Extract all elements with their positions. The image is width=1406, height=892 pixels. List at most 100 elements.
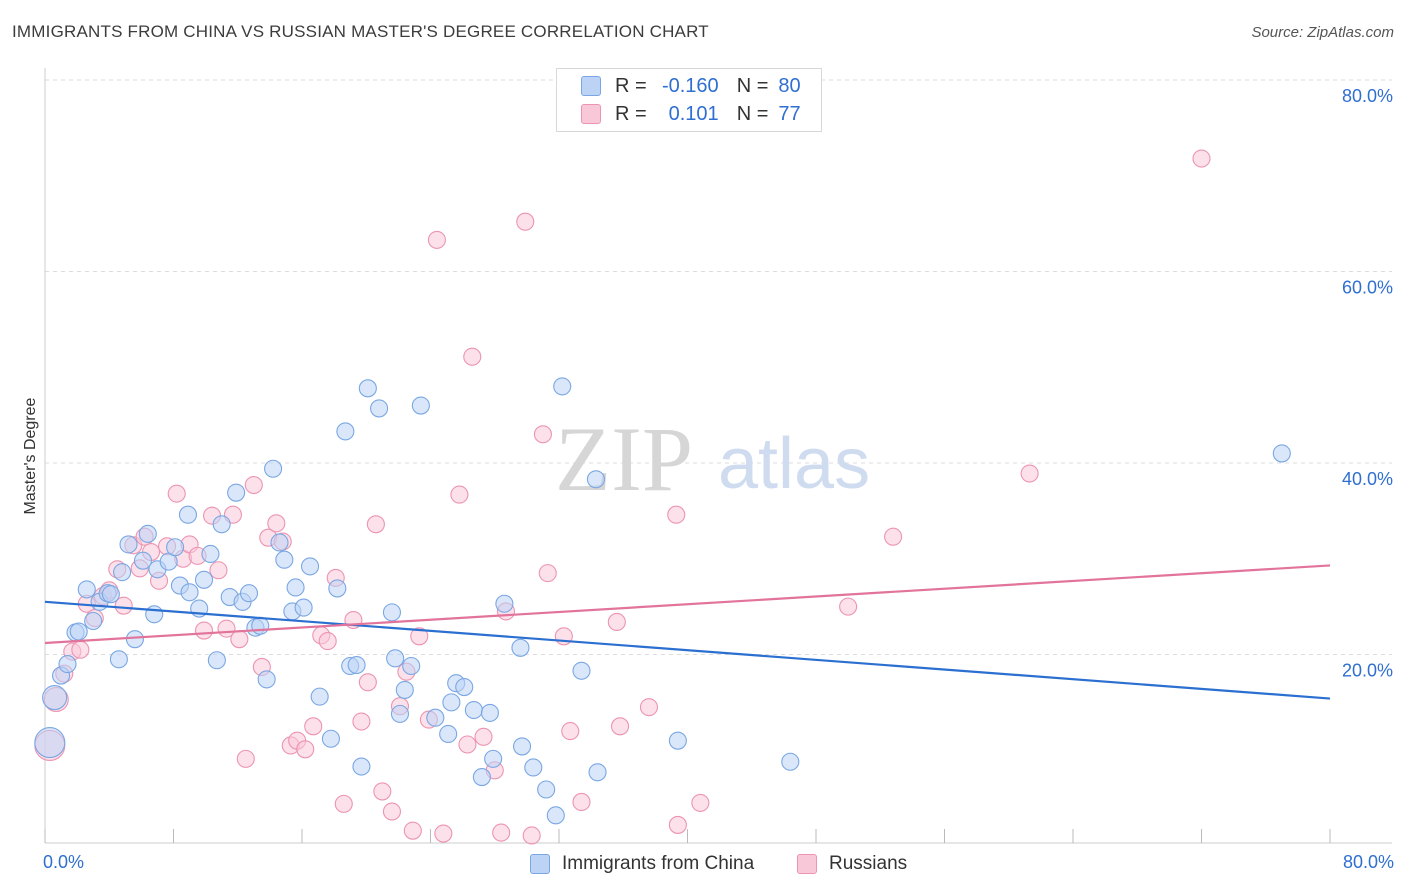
r-label: R = bbox=[615, 102, 647, 125]
china-point bbox=[101, 585, 120, 604]
russians-point bbox=[434, 824, 453, 843]
china-point bbox=[386, 649, 405, 668]
china-point bbox=[358, 379, 377, 398]
russians-swatch bbox=[581, 104, 601, 124]
china-point bbox=[484, 749, 503, 768]
russians-point bbox=[427, 230, 446, 249]
china-point bbox=[553, 377, 572, 396]
russians-point bbox=[296, 740, 315, 759]
china-point bbox=[69, 622, 88, 641]
china-point bbox=[513, 737, 532, 756]
china-point bbox=[781, 752, 800, 771]
china-point bbox=[390, 704, 410, 723]
china-point bbox=[270, 533, 289, 552]
legend-item-china[interactable]: Immigrants from China bbox=[530, 852, 754, 876]
russians-point bbox=[304, 717, 323, 736]
china-point bbox=[42, 685, 68, 711]
china-point bbox=[180, 583, 199, 602]
china-point bbox=[442, 693, 461, 712]
russians-point bbox=[1020, 464, 1039, 483]
russians-point bbox=[167, 484, 186, 503]
russians-point bbox=[318, 632, 337, 651]
russians-point bbox=[561, 722, 580, 741]
russians-point bbox=[668, 815, 687, 834]
y-tick-label: 80.0% bbox=[1342, 86, 1393, 106]
russians-point bbox=[114, 596, 133, 615]
chart-title: IMMIGRANTS FROM CHINA VS RUSSIAN MASTER'… bbox=[12, 22, 709, 41]
china-point bbox=[439, 724, 458, 744]
russians-point bbox=[382, 802, 402, 821]
x-tick-max: 80.0% bbox=[1342, 852, 1394, 872]
china-point bbox=[294, 598, 313, 617]
grid-lines bbox=[45, 79, 1392, 655]
source-label: Source: ZipAtlas.com bbox=[1251, 24, 1394, 41]
russians-point bbox=[474, 727, 493, 746]
watermark: ZIP atlas bbox=[555, 408, 870, 510]
russians-point bbox=[516, 212, 535, 231]
russians-trend-line bbox=[44, 564, 1331, 645]
russians-point bbox=[403, 821, 422, 840]
russians-point bbox=[492, 823, 511, 842]
china-point bbox=[138, 524, 157, 543]
russians-legend-label: Russians bbox=[829, 853, 908, 874]
china-point bbox=[119, 535, 138, 554]
china-point bbox=[109, 650, 128, 669]
legend-item-russians[interactable]: Russians bbox=[797, 852, 907, 876]
russians-point bbox=[373, 782, 392, 801]
china-point bbox=[257, 670, 276, 689]
russians-point bbox=[533, 425, 552, 444]
y-tick-label: 40.0% bbox=[1342, 469, 1393, 489]
china-point bbox=[125, 630, 144, 649]
china-point bbox=[227, 483, 246, 502]
china-point bbox=[113, 563, 132, 582]
russians-point bbox=[358, 673, 377, 692]
china-point bbox=[480, 703, 499, 722]
russians-legend-swatch bbox=[797, 854, 817, 874]
russians-point bbox=[236, 749, 255, 768]
china-point bbox=[1272, 444, 1291, 463]
china-point bbox=[34, 727, 66, 759]
china-point bbox=[194, 570, 214, 589]
china-legend-label: Immigrants from China bbox=[562, 853, 755, 874]
russians-point bbox=[463, 347, 482, 366]
china-point bbox=[382, 603, 402, 622]
russians-point bbox=[572, 792, 591, 812]
y-tick-label: 20.0% bbox=[1342, 661, 1393, 681]
china-point bbox=[411, 396, 430, 415]
china-point bbox=[426, 708, 445, 727]
china-point bbox=[328, 579, 347, 598]
china-point bbox=[511, 638, 530, 657]
china-point bbox=[275, 550, 294, 569]
china-point bbox=[77, 580, 96, 599]
china-point bbox=[251, 616, 270, 635]
china-point bbox=[495, 594, 514, 613]
russians-point bbox=[450, 485, 469, 504]
china-point bbox=[395, 680, 414, 699]
china-legend-swatch bbox=[530, 854, 550, 874]
y-tick-label: 60.0% bbox=[1342, 278, 1393, 298]
china-point bbox=[286, 578, 305, 597]
n-value: 80 bbox=[778, 74, 801, 97]
china-point bbox=[166, 538, 185, 557]
russians-point bbox=[607, 612, 626, 631]
china-point bbox=[572, 661, 591, 680]
china-point bbox=[588, 763, 607, 782]
china-swatch bbox=[581, 76, 601, 96]
china-point bbox=[402, 656, 421, 676]
russians-point bbox=[458, 735, 477, 754]
stats-legend: R = -0.160 N = 80 R = 0.101 N = 77 bbox=[556, 68, 822, 132]
china-point bbox=[264, 459, 283, 478]
china-point bbox=[546, 806, 565, 825]
china-point bbox=[84, 611, 103, 631]
russians-point bbox=[244, 475, 263, 495]
china-point bbox=[58, 655, 77, 674]
russians-point bbox=[334, 794, 353, 813]
stats-row-russians: R = 0.101 N = 77 bbox=[581, 101, 801, 127]
china-point bbox=[239, 584, 259, 603]
russians-point bbox=[267, 514, 286, 533]
russians-point bbox=[352, 712, 371, 731]
n-label: N = bbox=[736, 102, 769, 125]
china-point bbox=[524, 758, 543, 777]
russians-point bbox=[230, 630, 249, 649]
